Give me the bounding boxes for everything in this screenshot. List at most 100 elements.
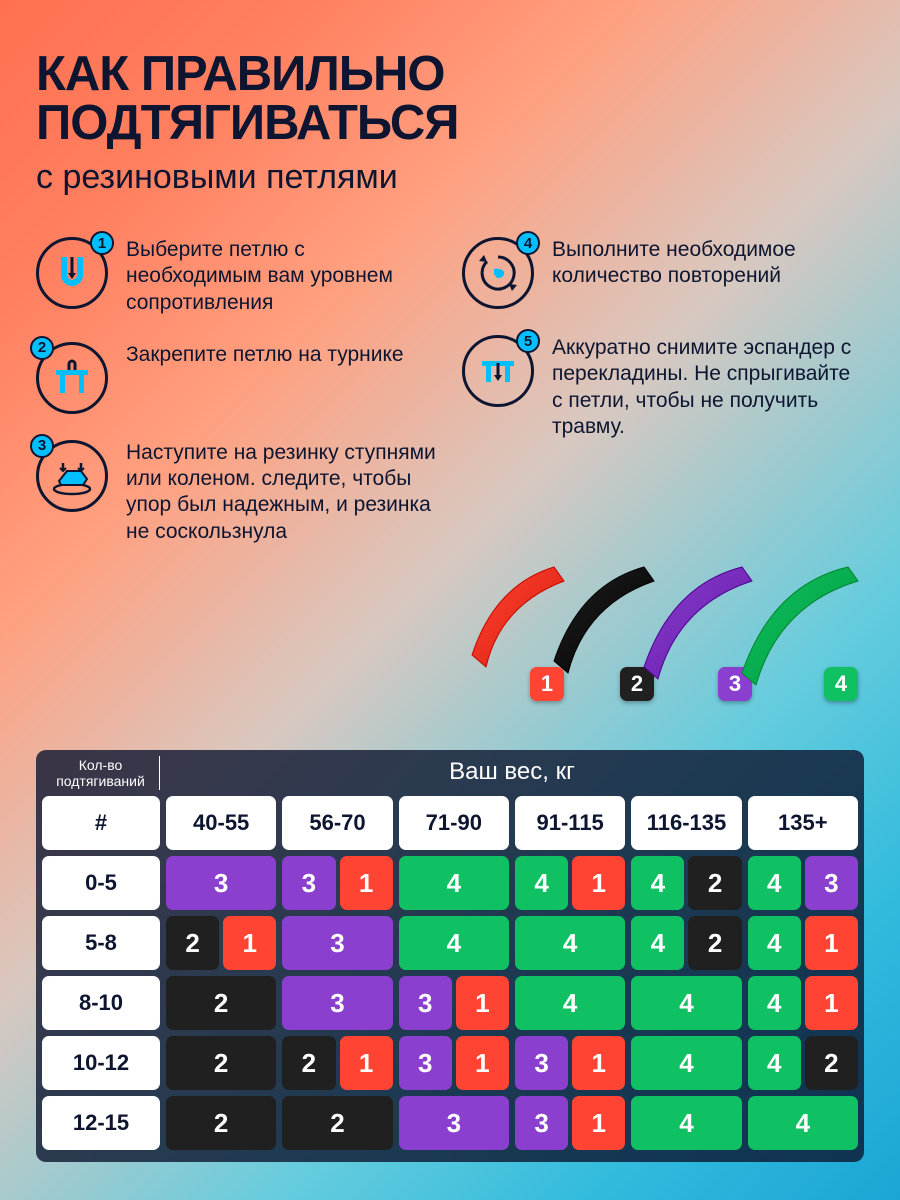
band-chip-black: 2 — [805, 1036, 858, 1090]
step-text: Выберите петлю с необходимым вам уровнем… — [126, 237, 438, 316]
band-chip-black: 2 — [282, 1096, 392, 1150]
table-cell: 3 — [282, 976, 392, 1030]
table-cell: 2 — [166, 1096, 276, 1150]
table-cell: 2 — [282, 1096, 392, 1150]
weight-col: 40-55 — [166, 796, 276, 850]
band-chip-red: 1 — [340, 1036, 393, 1090]
row-header: # — [42, 796, 160, 850]
table-cell: 41 — [748, 976, 858, 1030]
row-header: 12-15 — [42, 1096, 160, 1150]
band-chip-red: 1 — [223, 916, 276, 970]
band-chip-red: 1 — [805, 916, 858, 970]
table-cell: 43 — [748, 856, 858, 910]
band-chip-purple: 3 — [515, 1096, 568, 1150]
table-cell: 31 — [399, 976, 509, 1030]
weight-col: 71-90 — [399, 796, 509, 850]
table-cell: 31 — [515, 1096, 625, 1150]
table-cell: 4 — [515, 976, 625, 1030]
table-cell: 4 — [631, 976, 741, 1030]
table-cell: 42 — [631, 916, 741, 970]
band-chip-purple: 3 — [399, 1096, 509, 1150]
table-cell: 21 — [166, 916, 276, 970]
band-chip-red: 1 — [456, 976, 509, 1030]
band-chip-black: 2 — [166, 976, 276, 1030]
step-1: 1 Выберите петлю с необходимым вам уровн… — [36, 237, 438, 316]
band-chip-green: 4 — [631, 976, 741, 1030]
band-chip-purple: 3 — [282, 916, 392, 970]
step-text: Аккуратно снимите эспандер с перекладины… — [552, 335, 864, 440]
band-chip-purple: 3 — [282, 976, 392, 1030]
table-cell: 3 — [166, 856, 276, 910]
table-cell: 4 — [515, 916, 625, 970]
band-chip-green: 4 — [748, 916, 801, 970]
band-chip-green: 4 — [515, 916, 625, 970]
row-header: 5-8 — [42, 916, 160, 970]
band-chip-green: 4 — [748, 1096, 858, 1150]
weight-col: 135+ — [748, 796, 858, 850]
band-chip-purple: 3 — [166, 856, 276, 910]
table-cell: 3 — [282, 916, 392, 970]
table-cell: 2 — [166, 1036, 276, 1090]
band-chip-black: 2 — [166, 1096, 276, 1150]
table-cell: 21 — [282, 1036, 392, 1090]
band-green: 4 — [732, 555, 866, 693]
band-chip-green: 4 — [631, 1096, 741, 1150]
table-cell: 2 — [166, 976, 276, 1030]
band-chip-purple: 3 — [515, 1036, 568, 1090]
band-badge: 4 — [824, 667, 858, 701]
band-chip-green: 4 — [748, 976, 801, 1030]
step-5: 5 Аккуратно снимите эспандер с переклади… — [462, 335, 864, 440]
band-chip-green: 4 — [631, 1036, 741, 1090]
band-chip-green: 4 — [515, 976, 625, 1030]
table-cell: 41 — [748, 916, 858, 970]
band-chip-black: 2 — [166, 916, 219, 970]
band-chip-red: 1 — [805, 976, 858, 1030]
weight-col: 91-115 — [515, 796, 625, 850]
band-chip-green: 4 — [748, 856, 801, 910]
step-badge: 1 — [90, 231, 114, 255]
weight-col: 56-70 — [282, 796, 392, 850]
step-badge: 3 — [30, 434, 54, 458]
step-badge: 5 — [516, 329, 540, 353]
table-header-right: Ваш вес, кг — [166, 756, 858, 790]
band-chip-black: 2 — [282, 1036, 335, 1090]
table-cell: 31 — [399, 1036, 509, 1090]
table-cell: 4 — [631, 1096, 741, 1150]
band-chip-red: 1 — [572, 1036, 625, 1090]
table-cell: 41 — [515, 856, 625, 910]
step-2: 2 Закрепите петлю на турнике — [36, 342, 438, 414]
band-chip-purple: 3 — [399, 976, 452, 1030]
step-3: 3 Наступите на резинку ступнями или коле… — [36, 440, 438, 545]
step-text: Наступите на резинку ступнями или колено… — [126, 440, 438, 545]
page-subtitle: с резиновыми петлями — [36, 158, 864, 197]
band-chip-green: 4 — [399, 856, 509, 910]
bands-illustration: 1 2 3 4 — [490, 555, 866, 693]
band-chip-black: 2 — [166, 1036, 276, 1090]
step-badge: 4 — [516, 231, 540, 255]
band-chip-red: 1 — [340, 856, 393, 910]
table-cell: 4 — [631, 1036, 741, 1090]
table-cell: 3 — [399, 1096, 509, 1150]
weight-col: 116-135 — [631, 796, 741, 850]
band-chip-purple: 3 — [805, 856, 858, 910]
band-chip-red: 1 — [572, 856, 625, 910]
band-chip-black: 2 — [688, 856, 741, 910]
step-text: Закрепите петлю на турнике — [126, 342, 404, 368]
selection-table: Кол-во подтягиваний Ваш вес, кг #40-5556… — [36, 750, 864, 1162]
row-header: 8-10 — [42, 976, 160, 1030]
table-header-left: Кол-во подтягиваний — [42, 756, 160, 790]
band-chip-green: 4 — [515, 856, 568, 910]
table-cell: 42 — [748, 1036, 858, 1090]
table-cell: 31 — [515, 1036, 625, 1090]
steps-section: 1 Выберите петлю с необходимым вам уровн… — [36, 237, 864, 545]
step-badge: 2 — [30, 336, 54, 360]
step-4: 4 Выполните необходимое количество повто… — [462, 237, 864, 309]
band-chip-black: 2 — [688, 916, 741, 970]
page-title: КАК ПРАВИЛЬНО ПОДТЯГИВАТЬСЯ — [36, 50, 864, 148]
row-header: 10-12 — [42, 1036, 160, 1090]
band-chip-green: 4 — [631, 916, 684, 970]
step-text: Выполните необходимое количество повторе… — [552, 237, 864, 290]
band-chip-green: 4 — [399, 916, 509, 970]
band-chip-green: 4 — [631, 856, 684, 910]
band-chip-red: 1 — [572, 1096, 625, 1150]
